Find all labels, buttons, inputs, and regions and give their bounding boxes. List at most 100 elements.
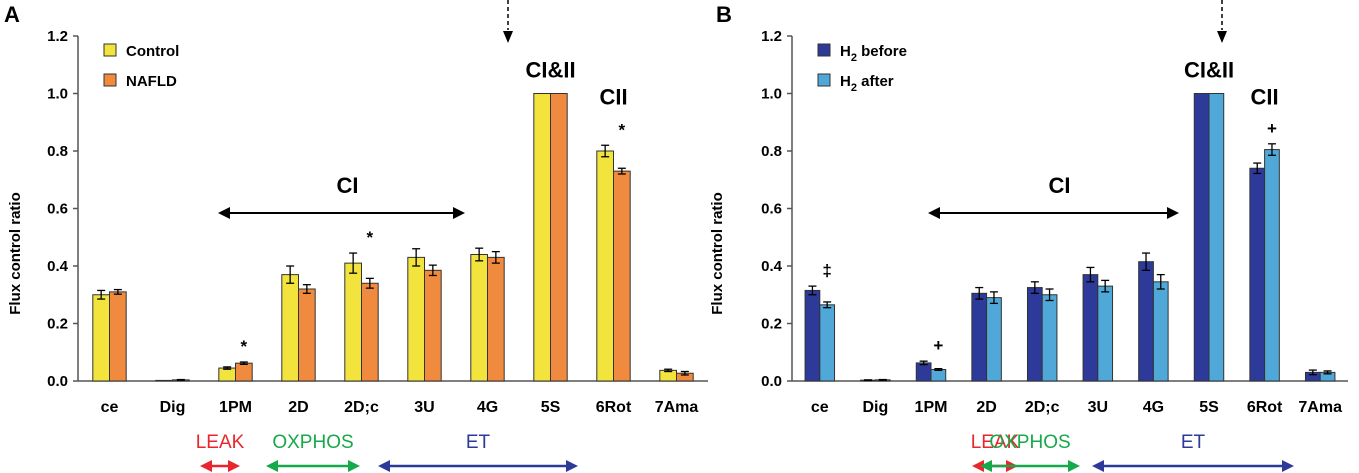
x-tick-label: 3U xyxy=(414,399,434,416)
bar-3U-series2 xyxy=(1097,285,1114,382)
bar-4G-series2 xyxy=(1152,281,1169,382)
y-tick-label: 0.0 xyxy=(761,373,782,390)
legend-label-prefix: H xyxy=(840,43,851,60)
bar-Dig-series1 xyxy=(155,379,173,382)
x-tick-label: 6Rot xyxy=(596,399,632,416)
x-tick-label: 4G xyxy=(1143,399,1164,416)
legend-label-subscript: 2 xyxy=(851,82,857,94)
x-tick-label: Dig xyxy=(160,399,186,416)
bar-ce-series2 xyxy=(819,304,836,382)
y-tick-label: 1.0 xyxy=(761,86,782,103)
bar-5S-series2 xyxy=(550,93,568,382)
bar-1PM-series2 xyxy=(235,362,253,382)
bar-6Rot-series2 xyxy=(1264,149,1280,382)
bar-2D;c-series1 xyxy=(1026,287,1043,382)
legend-label-subscript: 2 xyxy=(851,52,857,64)
panel-letter: B xyxy=(716,2,732,27)
state-arrow-leak-head-right xyxy=(228,460,240,472)
panel-A: A Flux control ratio 0.0 0.2 0.4 0.6 0.8 1.0 1.2… xyxy=(4,0,708,472)
legend-label: Control xyxy=(126,43,179,60)
bar-ce-series2 xyxy=(109,291,127,382)
cii-label: CII xyxy=(1251,85,1279,110)
legend-swatch xyxy=(103,73,117,87)
bar-5S-series2 xyxy=(1208,93,1225,382)
bar-5S-series1 xyxy=(1193,93,1210,382)
legend-swatch xyxy=(817,43,831,57)
legend-label: H2 before xyxy=(840,43,907,64)
x-tick-label: ce xyxy=(811,399,829,416)
significance-marker: * xyxy=(241,337,248,356)
y-tick-label: 1.0 xyxy=(47,86,68,103)
x-tick-label: 5S xyxy=(1199,399,1219,416)
bar-6Rot-series2 xyxy=(613,170,631,382)
bar-6Rot-series1 xyxy=(596,150,614,382)
state-label-et: ET xyxy=(1181,432,1206,453)
bar-ce-series1 xyxy=(92,294,110,382)
ci-ii-label: CI&II xyxy=(1184,58,1234,83)
bar-2D;c-series2 xyxy=(361,282,379,382)
y-tick-label: 1.2 xyxy=(761,28,782,45)
bar-4G-series1 xyxy=(1138,261,1154,382)
bar-6Rot-series1 xyxy=(1249,167,1266,382)
bar-3U-series2 xyxy=(424,269,442,382)
x-tick-label: 7Ama xyxy=(655,399,699,416)
ci-arrow-head-right xyxy=(1167,207,1179,219)
state-label-et: ET xyxy=(466,432,491,453)
y-axis-label: Flux control ratio xyxy=(7,192,24,315)
bar-3U-series1 xyxy=(1082,274,1099,382)
x-tick-label: 6Rot xyxy=(1247,399,1283,416)
bar-ce-series1 xyxy=(804,289,821,382)
x-tick-label: 2D;c xyxy=(1025,399,1060,416)
ci-arrow-head-right xyxy=(453,207,465,219)
bar-2D;c-series1 xyxy=(344,262,362,382)
y-tick-label: 0.6 xyxy=(761,201,782,218)
state-arrow-oxphos-head-right xyxy=(1068,460,1080,472)
state-arrow-oxphos-head-left xyxy=(266,460,278,472)
bar-5S-series1 xyxy=(533,93,551,382)
ci-ii-label: CI&II xyxy=(525,58,575,83)
x-tick-label: 3U xyxy=(1088,399,1108,416)
x-tick-label: 1PM xyxy=(915,399,948,416)
state-label-leak: LEAK xyxy=(971,432,1020,453)
ci-arrow-head-left xyxy=(928,207,940,219)
state-arrow-leak-head-left xyxy=(200,460,212,472)
significance-marker: + xyxy=(933,336,943,355)
x-tick-label: 2D xyxy=(288,399,308,416)
state-label-leak: LEAK xyxy=(196,432,245,453)
state-arrow-et-head-right xyxy=(1282,460,1294,472)
y-tick-label: 0.4 xyxy=(47,258,69,275)
y-tick-label: 0.2 xyxy=(47,316,68,333)
bar-1PM-series1 xyxy=(915,362,932,382)
bar-2D;c-series2 xyxy=(1041,294,1058,382)
y-tick-label: 0.8 xyxy=(761,143,782,160)
state-arrow-oxphos-head-right xyxy=(348,460,360,472)
state-arrow-oxphos-head-left xyxy=(980,460,992,472)
y-tick-label: 0.6 xyxy=(47,201,68,218)
legend-label: H2 after xyxy=(840,73,894,94)
bar-2D-series2 xyxy=(986,297,1002,382)
bar-1PM-series1 xyxy=(218,367,236,382)
x-tick-label: ce xyxy=(101,399,119,416)
legend-swatch xyxy=(817,73,831,87)
x-tick-label: 2D xyxy=(976,399,996,416)
state-label-oxphos: OXPHOS xyxy=(989,432,1070,453)
y-tick-label: 0.2 xyxy=(761,316,782,333)
bar-3U-series1 xyxy=(407,256,425,382)
y-tick-label: 0.0 xyxy=(47,373,68,390)
x-tick-label: 4G xyxy=(477,399,498,416)
bar-4G-series2 xyxy=(487,256,505,382)
legend-label-suffix: after xyxy=(857,73,894,90)
x-tick-label: 2D;c xyxy=(344,399,379,416)
legend-label-suffix: before xyxy=(857,43,907,60)
ci-arrow-head-left xyxy=(218,207,230,219)
x-tick-label: Dig xyxy=(863,399,889,416)
bar-2D-series1 xyxy=(281,274,299,382)
state-arrow-et-head-left xyxy=(1092,460,1104,472)
y-axis-label: Flux control ratio xyxy=(709,192,726,315)
y-tick-label: 0.8 xyxy=(47,143,68,160)
ci-label: CI xyxy=(337,173,359,198)
bar-1PM-series2 xyxy=(930,369,947,382)
bar-4G-series1 xyxy=(470,254,488,382)
